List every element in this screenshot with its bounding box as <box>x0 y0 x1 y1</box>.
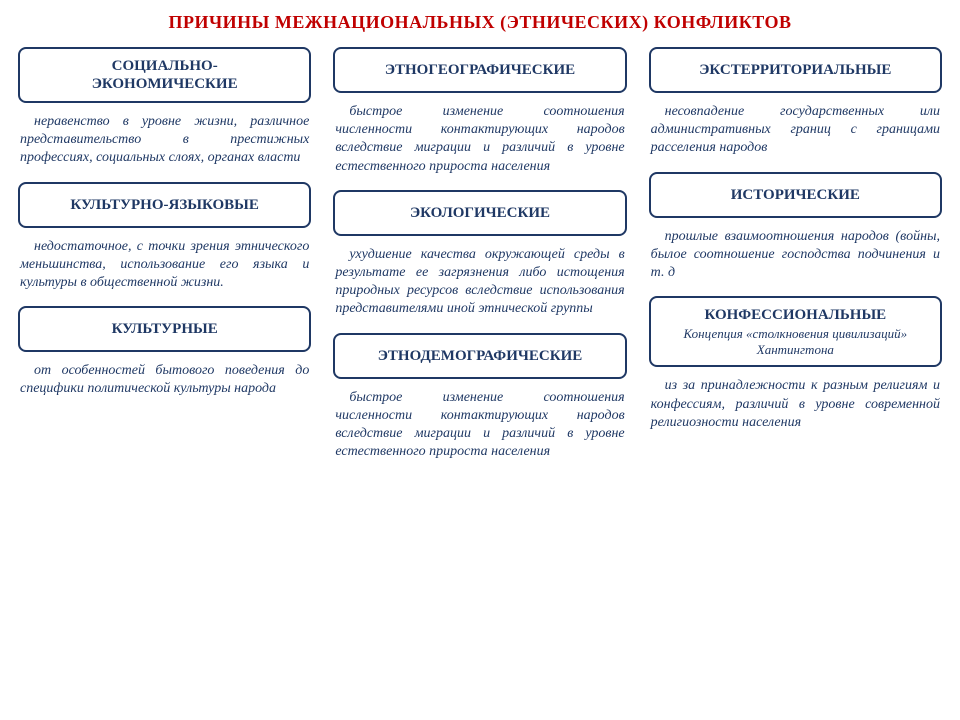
box-label: ЭТНОГЕОГРАФИЧЕСКИЕ <box>385 61 575 79</box>
box-confessional: КОНФЕССИОНАЛЬНЫЕ Концепция «столкновения… <box>649 296 942 367</box>
desc-socio-economic: неравенство в уровне жизни, различное пр… <box>18 113 311 182</box>
desc-ethnogeographic: быстрое изменение соотношения численност… <box>333 103 626 190</box>
box-label: ИСТОРИЧЕСКИЕ <box>731 186 860 204</box>
box-ethnogeographic: ЭТНОГЕОГРАФИЧЕСКИЕ <box>333 47 626 93</box>
box-ecological: ЭКОЛОГИЧЕСКИЕ <box>333 190 626 236</box>
box-subtitle: Концепция «столкновения цивилизаций» Хан… <box>661 326 930 357</box>
desc-confessional: из за принадлежности к разным религиям и… <box>649 377 942 446</box>
box-label: КУЛЬТУРНЫЕ <box>112 320 218 338</box>
box-label: ЭКСТЕРРИТОРИАЛЬНЫЕ <box>699 61 891 79</box>
box-socio-economic: СОЦИАЛЬНО-ЭКОНОМИЧЕСКИЕ <box>18 47 311 103</box>
desc-ecological: ухудшение качества окружающей среды в ре… <box>333 246 626 333</box>
box-label: КУЛЬТУРНО-ЯЗЫКОВЫЕ <box>70 196 258 214</box>
box-label: ЭКОЛОГИЧЕСКИЕ <box>410 204 550 222</box>
column-2: ЭТНОГЕОГРАФИЧЕСКИЕ быстрое изменение соо… <box>333 47 626 475</box>
causes-grid: СОЦИАЛЬНО-ЭКОНОМИЧЕСКИЕ неравенство в ур… <box>18 47 942 475</box>
column-3: ЭКСТЕРРИТОРИАЛЬНЫЕ несовпадение государс… <box>649 47 942 475</box>
desc-extraterritorial: несовпадение государственных или админис… <box>649 103 942 172</box>
desc-cultural: от особенностей бытового поведения до сп… <box>18 362 311 412</box>
page-title: ПРИЧИНЫ МЕЖНАЦИОНАЛЬНЫХ (ЭТНИЧЕСКИХ) КОН… <box>18 12 942 33</box>
box-extraterritorial: ЭКСТЕРРИТОРИАЛЬНЫЕ <box>649 47 942 93</box>
box-cultural: КУЛЬТУРНЫЕ <box>18 306 311 352</box>
desc-historical: прошлые взаимоотношения народов (войны, … <box>649 228 942 297</box>
column-1: СОЦИАЛЬНО-ЭКОНОМИЧЕСКИЕ неравенство в ур… <box>18 47 311 475</box>
box-label: КОНФЕССИОНАЛЬНЫЕ <box>704 306 886 324</box>
desc-ethnodemographic: быстрое изменение соотношения численност… <box>333 389 626 476</box>
box-cultural-linguistic: КУЛЬТУРНО-ЯЗЫКОВЫЕ <box>18 182 311 228</box>
box-historical: ИСТОРИЧЕСКИЕ <box>649 172 942 218</box>
box-label: СОЦИАЛЬНО-ЭКОНОМИЧЕСКИЕ <box>92 57 238 93</box>
box-label: ЭТНОДЕМОГРАФИЧЕСКИЕ <box>378 347 583 365</box>
box-ethnodemographic: ЭТНОДЕМОГРАФИЧЕСКИЕ <box>333 333 626 379</box>
desc-cultural-linguistic: недостаточное, с точки зрения этническог… <box>18 238 311 307</box>
